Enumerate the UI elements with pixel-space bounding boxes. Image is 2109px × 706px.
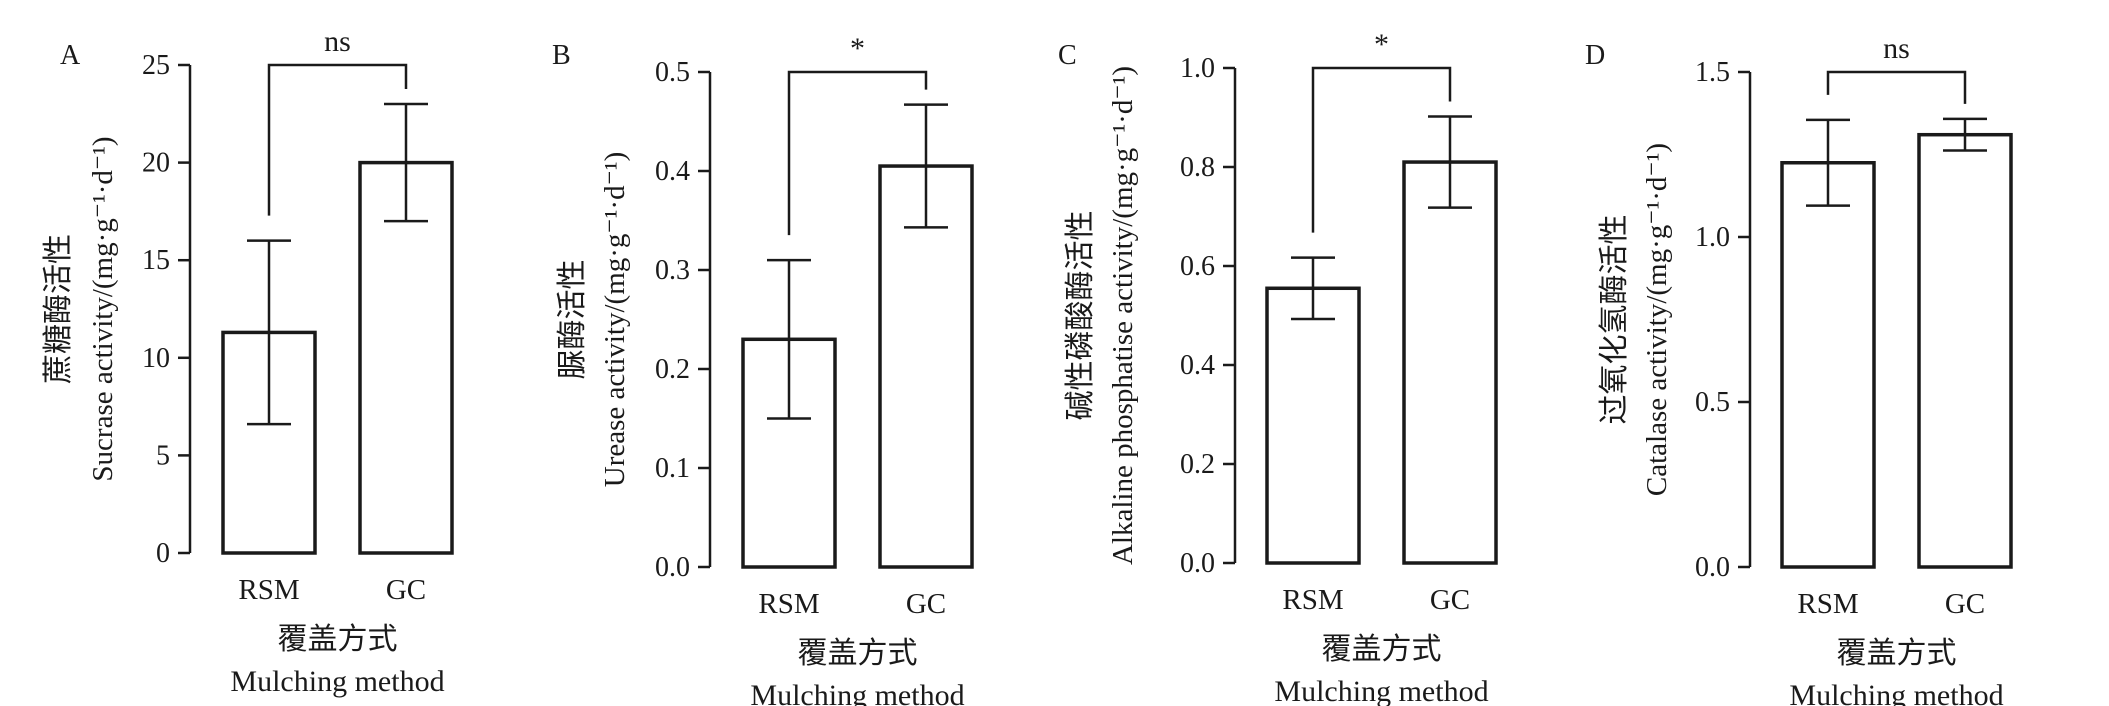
- y-tick-label: 15: [142, 245, 170, 276]
- y-tick-label: 20: [142, 148, 170, 179]
- y-tick-label: 0.0: [1180, 548, 1215, 579]
- chart-panel-c: C 0.0 0.2 0.4 0.6 0.8 1.0 RSM GC * 碱性磷酸酶活性 Alkaline…: [1058, 28, 1498, 706]
- y-tick-label: 0.0: [1695, 552, 1730, 583]
- y-tick-label: 0.6: [1180, 251, 1215, 282]
- y-tick-label: 1.5: [1695, 57, 1730, 88]
- x-tick-label: GC: [386, 574, 426, 606]
- y-axis-label-en: Catalase activity/(mg·g⁻¹·d⁻¹): [1641, 143, 1673, 496]
- x-axis-label-cn: 覆盖方式: [1322, 633, 1442, 666]
- significance-label: ns: [324, 25, 351, 58]
- bar-rsm: [1265, 286, 1361, 565]
- x-axis-label-cn: 覆盖方式: [278, 623, 398, 656]
- bar-gc: [1917, 132, 2013, 569]
- chart-panel-d: D 0.0 0.5 1.0 1.5 RSM GC ns 过氧化氢酶活性 Catalase acti…: [1585, 32, 2013, 706]
- significance-label: *: [1374, 28, 1389, 61]
- panel-label: D: [1585, 40, 1605, 71]
- significance-bracket: [1826, 70, 1967, 104]
- y-tick-label: 0.2: [655, 354, 690, 385]
- significance-label: ns: [1883, 32, 1910, 65]
- x-tick-label: GC: [1430, 584, 1470, 616]
- y-axis-label-en: Alkaline phosphatise activity/(mg·g⁻¹·d⁻…: [1107, 66, 1139, 565]
- y-tick-label: 0.5: [655, 57, 690, 88]
- y-tick-label: 0.8: [1180, 152, 1215, 183]
- x-axis-label-en: Mulching method: [1274, 675, 1488, 706]
- y-axis-label-en: Urease activity/(mg·g⁻¹·d⁻¹): [599, 152, 631, 487]
- y-tick-label: 0.0: [655, 552, 690, 583]
- y-tick-label: 10: [142, 343, 170, 374]
- y-axis-label-cn: 脲酶活性: [556, 260, 589, 380]
- significance-bracket: [1311, 66, 1452, 233]
- significance-bracket: [787, 70, 928, 236]
- x-axis-label-cn: 覆盖方式: [1837, 637, 1957, 670]
- panel-label: A: [60, 40, 81, 71]
- x-tick-label: GC: [1945, 588, 1985, 620]
- x-tick-label: RSM: [1797, 588, 1858, 620]
- y-axis-label-en: Sucrase activity/(mg·g⁻¹·d⁻¹): [87, 136, 119, 481]
- x-axis-label-en: Mulching method: [750, 679, 964, 706]
- chart-panel-a: A 0 5 10 15 20 25 RSM GC ns 蔗糖酶活性 Sucrase activity/…: [42, 25, 454, 698]
- y-tick-label: 0.3: [655, 255, 690, 286]
- panel-label: B: [552, 40, 571, 71]
- x-tick-label: GC: [906, 588, 946, 620]
- significance-label: *: [850, 32, 865, 65]
- x-tick-label: RSM: [1282, 584, 1343, 616]
- y-tick-label: 0.5: [1695, 387, 1730, 418]
- y-axis-label-cn: 过氧化氢酶活性: [1598, 215, 1631, 425]
- y-tick-label: 0.4: [655, 156, 690, 187]
- y-tick-label: 0.1: [655, 453, 690, 484]
- x-axis-label-cn: 覆盖方式: [798, 637, 918, 670]
- x-tick-label: RSM: [758, 588, 819, 620]
- y-axis-label-cn: 碱性磷酸酶活性: [1064, 211, 1097, 421]
- y-tick-label: 25: [142, 50, 170, 81]
- y-tick-label: 1.0: [1180, 53, 1215, 84]
- chart-panel-b: B 0.0 0.1 0.2 0.3 0.4 0.5 RSM GC * 脲酶活性 Urease acti…: [552, 32, 974, 706]
- significance-bracket: [267, 63, 408, 216]
- y-tick-label: 5: [156, 440, 170, 471]
- bar-gc: [1402, 160, 1498, 565]
- y-axis-label-cn: 蔗糖酶活性: [42, 234, 75, 384]
- panel-label: C: [1058, 40, 1077, 71]
- y-tick-label: 1.0: [1695, 222, 1730, 253]
- bar-rsm: [1780, 161, 1876, 569]
- y-tick-label: 0: [156, 538, 170, 569]
- y-tick-label: 0.4: [1180, 350, 1215, 381]
- x-tick-label: RSM: [238, 574, 299, 606]
- y-tick-label: 0.2: [1180, 449, 1215, 480]
- x-axis-label-en: Mulching method: [230, 665, 444, 698]
- x-axis-label-en: Mulching method: [1789, 679, 2003, 706]
